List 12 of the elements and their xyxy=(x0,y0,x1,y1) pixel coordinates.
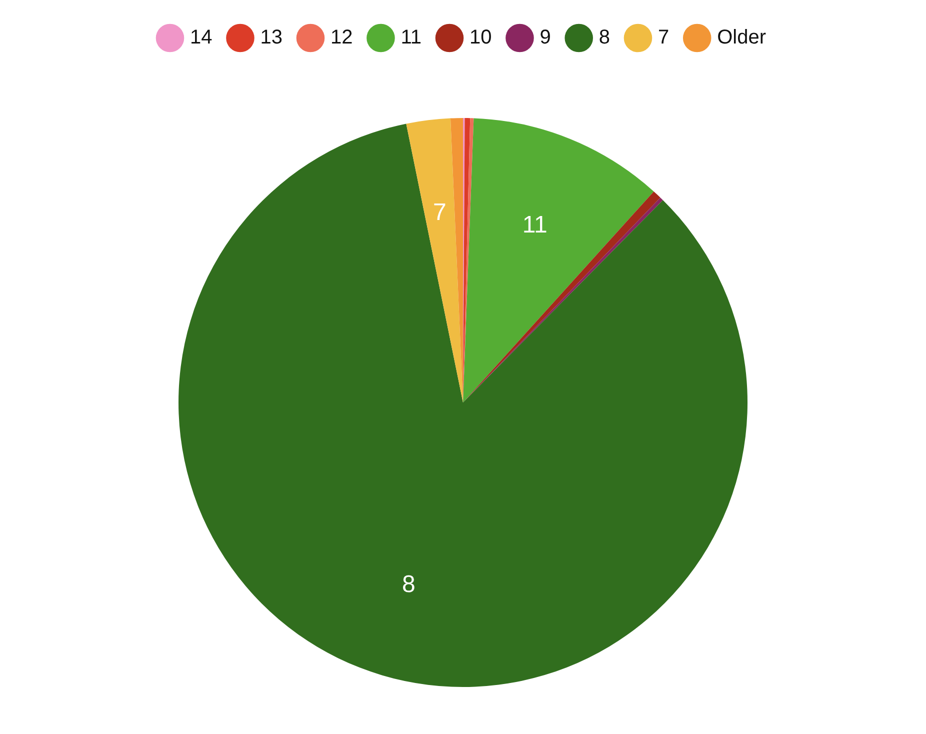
slice-label: 8 xyxy=(402,570,416,598)
legend-label: 12 xyxy=(330,26,353,49)
legend-label: 13 xyxy=(260,26,282,49)
legend-label: 14 xyxy=(190,26,212,49)
legend-label: 11 xyxy=(400,26,422,49)
slice-label: 11 xyxy=(522,212,548,239)
slice-label: 7 xyxy=(433,198,446,226)
legend-label: 7 xyxy=(658,26,670,49)
legend-label: 10 xyxy=(469,26,492,49)
legend-label: Older xyxy=(717,26,766,49)
legend-label: 8 xyxy=(598,26,610,49)
legend-label: 9 xyxy=(540,26,551,49)
